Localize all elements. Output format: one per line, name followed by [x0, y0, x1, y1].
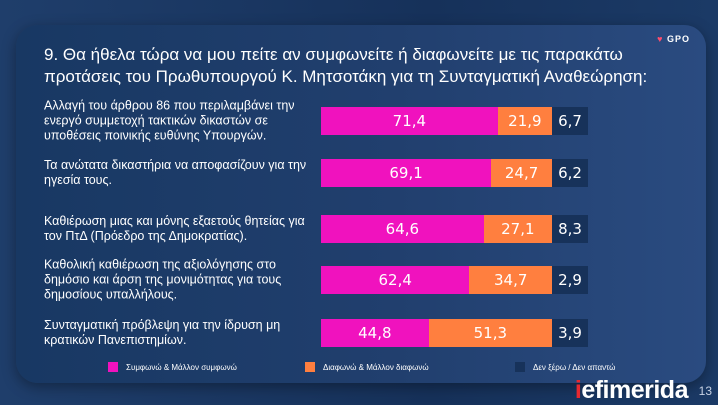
bar-segment: 2,9 — [552, 266, 588, 294]
gpo-logo: ♥ GPO — [657, 34, 690, 44]
bar-segment: 6,2 — [552, 159, 588, 187]
logo-text: GPO — [666, 34, 690, 44]
row-label: Τα ανώτατα δικαστήρια να αποφασίζουν για… — [44, 158, 307, 187]
legend-label: Δεν ξέρω / Δεν απαντώ — [533, 362, 616, 372]
legend-label: Συμφωνώ & Μάλλον συμφωνώ — [126, 362, 237, 372]
row-label: Συνταγματική πρόβλεψη για την ίδρυση μη … — [44, 318, 281, 347]
row-label: Καθιέρωση μιας και μόνης εξαετούς θητεία… — [44, 214, 305, 243]
row-label: Καθολική καθιέρωση της αξιολόγησης στο δ… — [44, 257, 282, 302]
bar-segment: 24,7 — [491, 159, 552, 187]
bar-segment: 69,1 — [321, 159, 492, 187]
iefimerida-logo: iefimerida — [574, 376, 689, 405]
legend-swatch — [108, 362, 118, 372]
legend-swatch — [305, 362, 315, 372]
bar-segment: 51,3 — [428, 319, 552, 347]
page-number: 13 — [698, 384, 712, 398]
bar-segment: 44,8 — [321, 319, 429, 347]
legend-swatch — [515, 362, 525, 372]
bar-segment: 6,7 — [552, 107, 588, 135]
bar-segment: 34,7 — [469, 266, 552, 294]
logo-i: i — [574, 376, 582, 404]
bar-segment: 8,3 — [552, 215, 588, 243]
bar-segment: 3,9 — [552, 319, 588, 347]
chart-title: 9. Θα ήθελα τώρα να μου πείτε αν συμφωνε… — [44, 45, 648, 86]
bar-segment: 62,4 — [321, 266, 470, 294]
bar-segment: 21,9 — [497, 107, 552, 135]
legend-item: Δεν ξέρω / Δεν απαντώ — [515, 362, 615, 372]
legend-label: Διαφωνώ & Μάλλον διαφωνώ — [323, 362, 429, 372]
bar-segment: 64,6 — [321, 215, 484, 243]
logo-text: efimerida — [581, 376, 688, 404]
legend-item: Διαφωνώ & Μάλλον διαφωνώ — [305, 362, 429, 372]
row-label: Αλλαγή του άρθρου 86 που περιλαμβάνει τη… — [44, 98, 295, 143]
bar-segment: 71,4 — [321, 107, 498, 135]
legend-item: Συμφωνώ & Μάλλον συμφωνώ — [108, 362, 237, 372]
heart-icon: ♥ — [657, 34, 664, 44]
bar-segment: 27,1 — [483, 215, 552, 243]
